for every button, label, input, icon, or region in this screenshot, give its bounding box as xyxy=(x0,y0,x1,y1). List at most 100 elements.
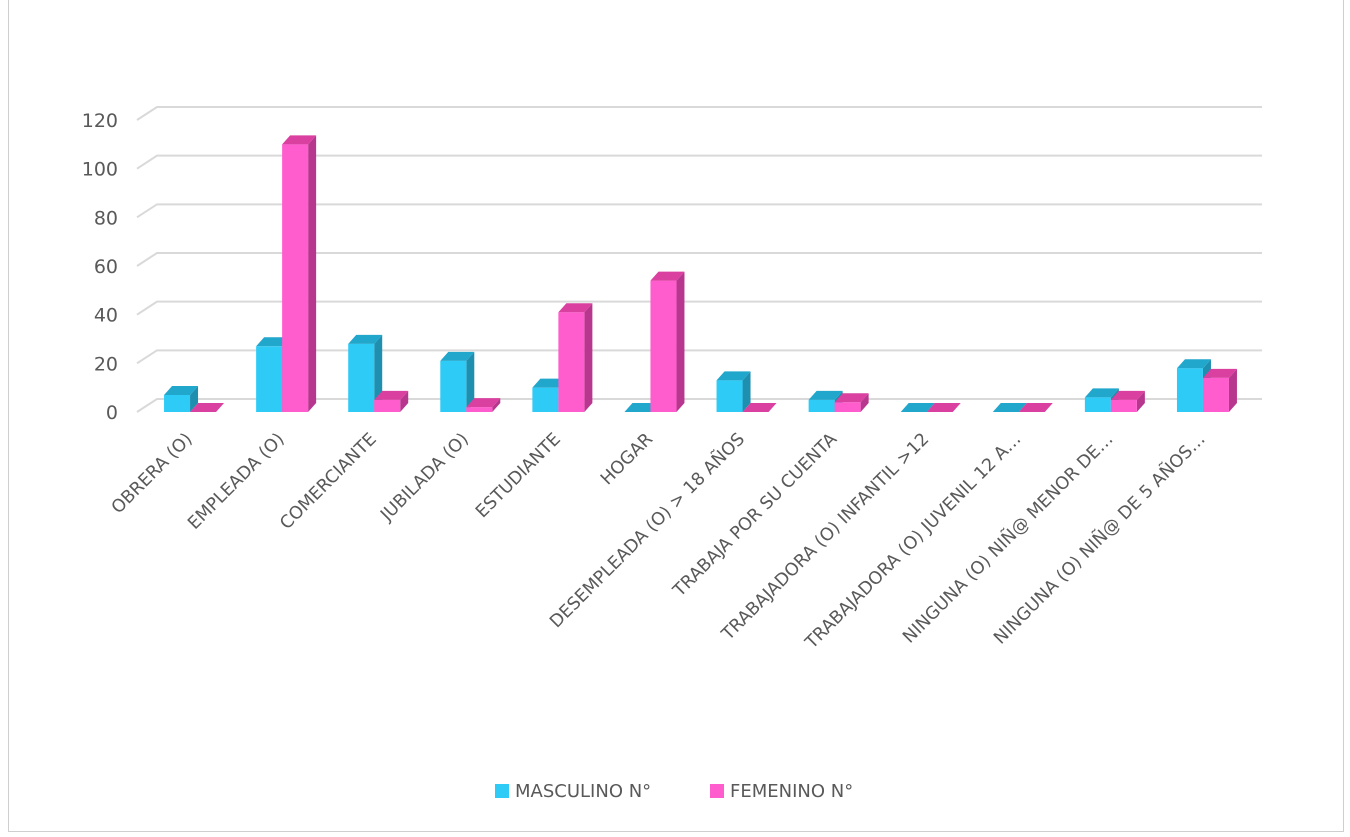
bars xyxy=(164,135,1237,413)
bar-top xyxy=(558,303,593,313)
y-tick-label: 100 xyxy=(82,159,118,181)
y-tick-label: 40 xyxy=(94,305,118,327)
bar-front xyxy=(164,394,191,412)
bar-top xyxy=(374,390,409,400)
y-tick-label: 80 xyxy=(94,207,118,229)
legend: MASCULINO N° FEMENINO N° xyxy=(495,781,853,802)
x-tick-label: HOGAR xyxy=(597,429,657,489)
bar-front xyxy=(1084,397,1111,412)
bar xyxy=(440,351,475,412)
gridline xyxy=(136,398,1262,413)
bar-top xyxy=(256,337,291,347)
bar-top xyxy=(282,135,317,145)
bar xyxy=(834,393,869,412)
x-axis-labels: OBRERA (O)EMPLEADA (O)COMERCIANTEJUBILAD… xyxy=(108,428,1210,654)
bar-front xyxy=(1202,377,1229,412)
x-tick-label: EMPLEADA (O) xyxy=(184,429,288,533)
bar-side xyxy=(1228,368,1237,412)
bar xyxy=(900,403,935,412)
bar-side xyxy=(860,393,869,412)
bar-front xyxy=(256,346,283,412)
bar-top xyxy=(650,271,685,281)
chart-frame xyxy=(8,0,1344,832)
bar xyxy=(1110,390,1145,412)
y-tick-label: 20 xyxy=(94,353,118,375)
y-tick-label: 60 xyxy=(94,256,118,278)
bar xyxy=(1176,359,1211,412)
bar-front xyxy=(558,312,585,412)
bar-front xyxy=(374,399,401,412)
bar xyxy=(164,385,199,412)
bar-front xyxy=(532,387,559,412)
x-tick-label: COMERCIANTE xyxy=(276,429,380,533)
bar-front xyxy=(440,360,467,412)
bar-top xyxy=(532,378,567,388)
bar xyxy=(624,403,659,412)
gridline xyxy=(136,300,1262,316)
bar-side xyxy=(466,351,475,412)
bar-side xyxy=(400,390,409,412)
bar-front xyxy=(1110,399,1137,412)
bar xyxy=(558,303,593,412)
bar-front xyxy=(834,402,861,412)
gridline xyxy=(136,203,1262,219)
bar xyxy=(374,390,409,412)
y-tick-label: 0 xyxy=(106,402,118,424)
x-tick-label: ESTUDIANTE xyxy=(472,429,565,522)
legend-swatch xyxy=(710,784,724,798)
x-tick-label: DESEMPLEADA (O) > 18 AÑOS xyxy=(545,428,749,632)
bar-front xyxy=(808,399,835,412)
x-tick-label: TRABAJADORA (O) INFANTIL >12 xyxy=(718,429,934,645)
bar-top xyxy=(1084,388,1119,398)
legend-item: MASCULINO N° xyxy=(495,781,651,802)
bar-top xyxy=(1018,403,1053,412)
y-axis-ticks: 0 20 40 60 80 100 120 xyxy=(82,110,118,424)
bar-front xyxy=(466,407,493,412)
x-tick-label: OBRERA (O) xyxy=(108,429,197,518)
legend-label: FEMENINO N° xyxy=(730,781,853,802)
bar-side xyxy=(584,303,593,412)
bar-front xyxy=(348,343,375,412)
bar xyxy=(650,271,685,412)
bar-top xyxy=(1176,359,1211,369)
bar xyxy=(190,403,225,412)
bar-front xyxy=(716,380,743,412)
bar-side xyxy=(742,371,751,412)
gridline xyxy=(136,252,1262,267)
bar xyxy=(348,334,383,412)
bar-side xyxy=(190,385,199,412)
bar-side xyxy=(308,135,317,413)
bar-top xyxy=(808,390,843,400)
bar-side xyxy=(374,334,383,412)
bar-front xyxy=(282,144,309,413)
gridline xyxy=(136,349,1262,365)
bar xyxy=(716,371,751,412)
gridlines xyxy=(136,106,1262,413)
bar-front xyxy=(1176,368,1203,412)
bar-top xyxy=(624,403,659,412)
legend-item: FEMENINO N° xyxy=(710,781,853,802)
bar-top xyxy=(742,403,777,412)
bar-side xyxy=(492,398,501,412)
bar-side xyxy=(676,271,685,412)
bar-top xyxy=(1110,390,1145,400)
legend-swatch xyxy=(495,784,509,798)
y-tick-label: 120 xyxy=(82,110,118,132)
bar-top xyxy=(348,334,383,344)
legend-label: MASCULINO N° xyxy=(515,781,651,802)
x-tick-label: TRABAJA POR SU CUENTA xyxy=(669,429,841,601)
bar xyxy=(926,403,961,412)
bar xyxy=(742,403,777,412)
bar xyxy=(466,398,501,412)
bar xyxy=(992,403,1027,412)
bar-top xyxy=(466,398,501,408)
bar-top xyxy=(926,403,961,412)
x-tick-label: JUBILADA (O) xyxy=(376,429,472,525)
bar-top xyxy=(716,371,751,381)
gridline xyxy=(136,106,1262,121)
bar-top xyxy=(900,403,935,412)
bar-top xyxy=(992,403,1027,412)
bar xyxy=(1018,403,1053,412)
bar-top xyxy=(164,385,199,395)
gridline xyxy=(136,154,1262,170)
